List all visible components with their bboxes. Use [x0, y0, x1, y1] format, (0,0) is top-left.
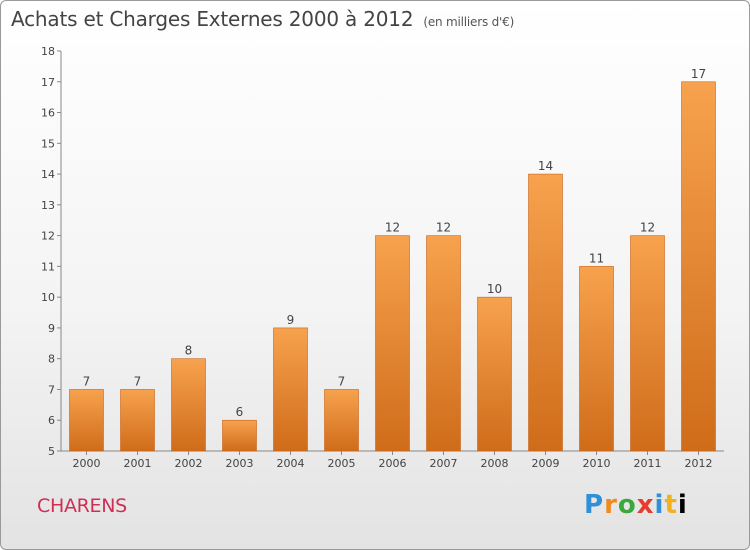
y-tick-label: 17: [41, 76, 55, 89]
bar-2002: [171, 358, 206, 452]
bar-2006: [375, 235, 410, 452]
x-tick-label: 2010: [583, 457, 611, 470]
data-label: 11: [589, 251, 604, 265]
x-tick-label: 2011: [634, 457, 662, 470]
data-label: 7: [83, 374, 91, 388]
x-tick-label: 2001: [124, 457, 152, 470]
x-tick-label: 2012: [685, 457, 713, 470]
data-label: 7: [338, 374, 346, 388]
x-tick-label: 2002: [175, 457, 203, 470]
data-label: 17: [691, 67, 706, 81]
data-label: 7: [134, 374, 142, 388]
data-label: 12: [385, 221, 400, 235]
bar-2008: [477, 296, 512, 452]
chart-title: Achats et Charges Externes 2000 à 2012 (e…: [11, 7, 514, 31]
bar-2001: [120, 389, 155, 452]
commune-name: CHARENS: [37, 495, 127, 517]
x-tick-label: 2008: [481, 457, 509, 470]
data-label: 8: [185, 344, 193, 358]
y-tick-label: 15: [41, 137, 55, 150]
y-tick-label: 5: [48, 445, 55, 458]
bars: [69, 81, 716, 452]
bar-2011: [630, 235, 665, 452]
bar-2000: [69, 389, 104, 452]
data-label: 10: [487, 282, 502, 296]
y-tick-label: 6: [48, 414, 55, 427]
data-labels: 7 7 8 6 9 7 12 12 10 14 11 12 17: [83, 67, 706, 419]
bar-2003: [222, 419, 257, 452]
x-tick-label: 2006: [379, 457, 407, 470]
x-tick-label: 2009: [532, 457, 560, 470]
chart-title-text: Achats et Charges Externes 2000 à 2012: [11, 7, 414, 31]
x-tick-label: 2007: [430, 457, 458, 470]
y-tick-label: 7: [48, 383, 55, 396]
proxiti-logo: Proxiti: [584, 490, 688, 520]
bar-2009: [528, 173, 563, 452]
bar-2004: [273, 327, 308, 452]
axes: 5 6 7 8 9 10 11 12 13 14 15 16 17 18 2000 2001 2002 2003 2…: [41, 45, 724, 470]
data-label: 12: [436, 221, 451, 235]
y-tick-label: 12: [41, 230, 55, 243]
bar-2012: [681, 81, 716, 452]
data-label: 14: [538, 159, 553, 173]
y-tick-label: 14: [41, 168, 55, 181]
chart-unit: (en milliers d'€): [423, 15, 515, 29]
x-tick-label: 2000: [73, 457, 101, 470]
y-tick-label: 16: [41, 107, 55, 120]
bar-2010: [579, 266, 614, 452]
y-tick-label: 8: [48, 353, 55, 366]
y-tick-label: 11: [41, 260, 55, 273]
y-tick-label: 13: [41, 199, 55, 212]
y-tick-label: 9: [48, 322, 55, 335]
x-tick-label: 2004: [277, 457, 305, 470]
y-tick-label: 18: [41, 45, 55, 58]
x-tick-label: 2003: [226, 457, 254, 470]
y-tick-label: 10: [41, 291, 55, 304]
data-label: 6: [236, 405, 244, 419]
data-label: 12: [640, 221, 655, 235]
x-tick-label: 2005: [328, 457, 356, 470]
data-label: 9: [287, 313, 295, 327]
bar-2005: [324, 389, 359, 452]
bar-2007: [426, 235, 461, 452]
